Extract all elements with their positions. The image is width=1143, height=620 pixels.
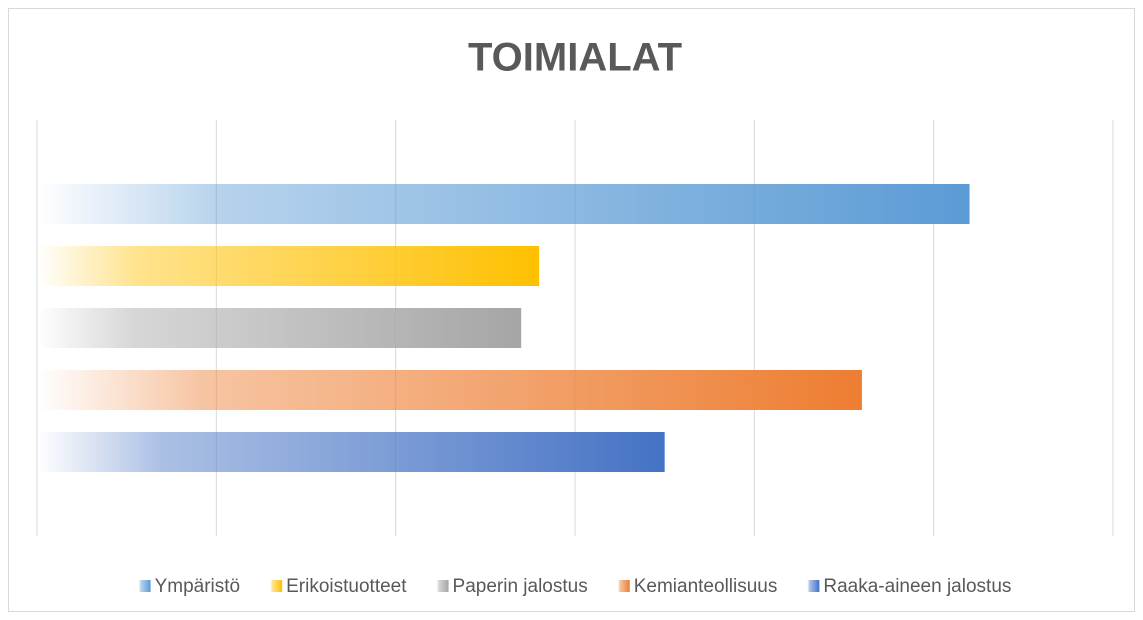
legend-label: Erikoistuotteet [286,576,407,597]
legend-marker [270,580,283,592]
legend-label: Paperin jalostus [453,576,588,597]
legend-marker [436,580,449,592]
bar [37,370,862,410]
legend-label: Raaka-aineen jalostus [823,576,1011,597]
legend-label: Ympäristö [155,576,241,597]
legend-marker [807,580,820,592]
bar [37,246,540,286]
bar [37,184,970,224]
legend-marker [617,580,630,592]
chart-title: TOIMIALAT [468,36,682,80]
legend-marker [138,580,151,592]
bar [37,308,522,348]
bar [37,432,665,472]
legend-label: Kemianteollisuus [634,576,778,597]
